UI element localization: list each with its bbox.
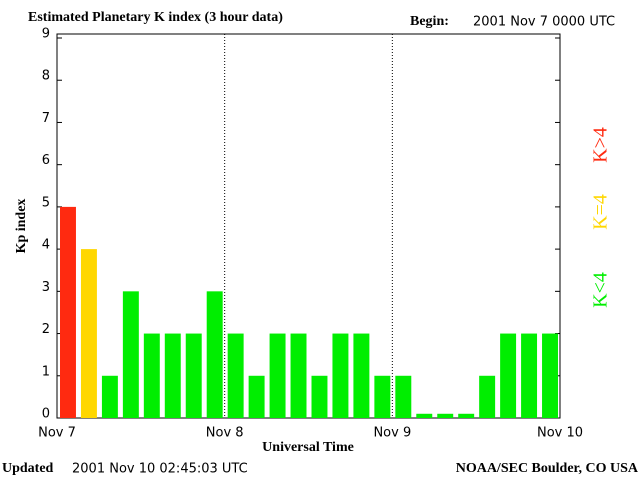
bar [80,249,97,418]
bar [416,413,433,418]
source: NOAA/SEC Boulder, CO USA [456,461,639,476]
bar [143,333,160,418]
y-axis-label: Kp index [14,199,29,254]
bar [437,413,454,418]
x-axis-label: Universal Time [262,440,354,455]
legend-label: K=4 [590,194,612,230]
y-tick-label: 8 [42,69,50,84]
bar [521,333,538,418]
y-tick-label: 1 [42,364,50,379]
bar [60,206,76,418]
bar [311,375,328,418]
begin-value: 2001 Nov 7 0000 UTC [473,15,615,30]
bar [248,375,265,418]
y-tick-label: 6 [42,153,50,168]
y-tick-label: 0 [42,407,50,422]
bar [227,333,244,418]
updated-value: 2001 Nov 10 02:45:03 UTC [72,462,248,477]
y-tick-label: 9 [42,27,50,42]
bar [395,375,412,418]
bar [353,333,370,418]
y-tick-label: 4 [42,238,50,253]
bar [290,333,307,418]
bar [479,375,496,418]
y-tick-label: 2 [42,322,50,337]
y-tick-label: 3 [42,280,50,295]
bar [164,333,181,418]
bar [332,333,349,418]
legend-label: K<4 [590,272,612,308]
y-tick-label: 5 [42,195,50,210]
bar [458,413,475,418]
bar [374,375,391,418]
bar [269,333,286,418]
begin-label: Begin: [410,14,449,29]
x-tick-label: Nov 7 [38,426,76,441]
bar [122,291,139,418]
x-tick-label: Nov 9 [373,426,411,441]
bar [185,333,202,418]
chart-title: Estimated Planetary K index (3 hour data… [28,10,283,25]
x-tick-label: Nov 8 [206,426,244,441]
plot-frame [56,33,561,419]
legend-label: K>4 [590,127,612,163]
x-tick-label: Nov 10 [537,426,583,441]
updated-label: Updated [2,461,54,476]
y-tick-label: 7 [42,111,50,126]
bar [101,375,118,418]
bar [542,333,558,418]
bar [206,291,223,418]
bar [500,333,517,418]
